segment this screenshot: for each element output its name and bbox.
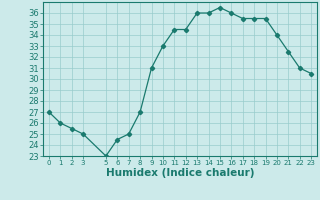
X-axis label: Humidex (Indice chaleur): Humidex (Indice chaleur) [106,168,254,178]
